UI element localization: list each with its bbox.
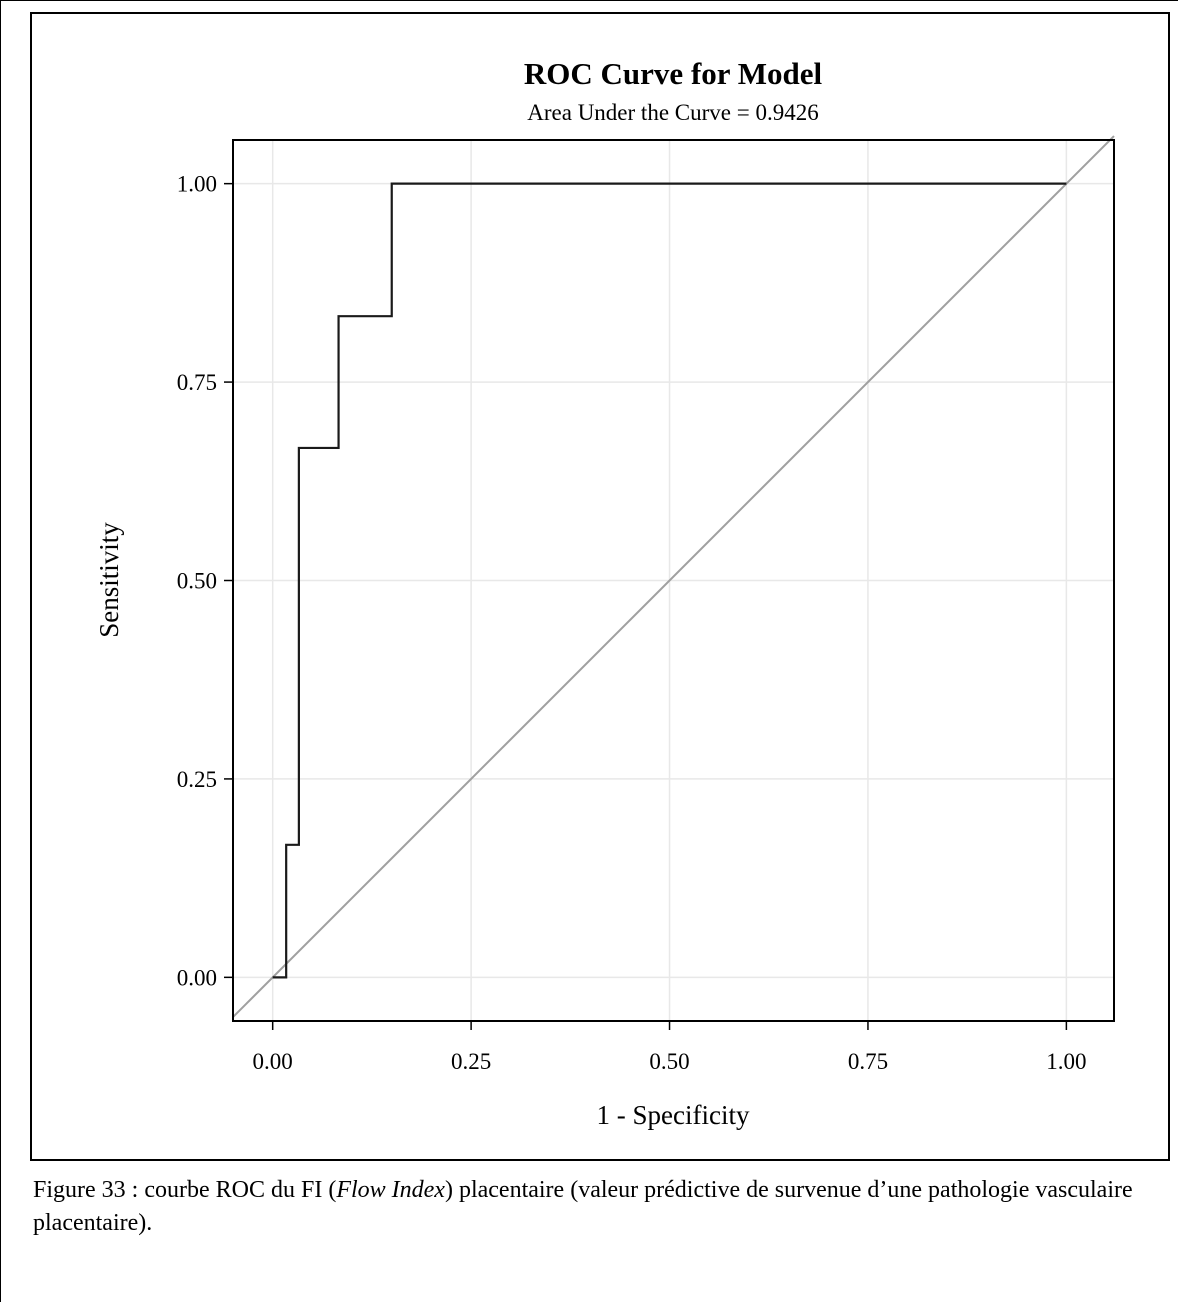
grid-layer: [233, 140, 1114, 1021]
figure-frame: [30, 12, 1170, 1161]
caption-italic: Flow Index: [336, 1177, 445, 1203]
x-axis-label: 1 - Specificity: [597, 1100, 750, 1130]
reference-diagonal-line: [232, 135, 1115, 1018]
x-tick-label: 1.00: [1046, 1049, 1086, 1074]
caption-suffix: ) placentaire (valeur prédictive de surv…: [33, 1177, 1133, 1236]
caption-prefix: Figure 33 : courbe ROC du FI (: [33, 1177, 337, 1203]
reference-line-layer: [232, 135, 1115, 1018]
x-tick-label: 0.50: [649, 1049, 689, 1074]
x-tick-label: 0.75: [848, 1049, 888, 1074]
x-tick-label: 0.25: [451, 1049, 491, 1074]
y-axis-label: Sensitivity: [94, 522, 124, 638]
page-top-border: [0, 0, 1178, 1]
chart-title: ROC Curve for Model: [524, 56, 823, 91]
roc-chart: 0.00 0.25 0.50 0.75 1.00 0.00 0.25 0.50 0.75 1.0…: [94, 56, 1115, 1130]
y-tick-label: 0.50: [177, 569, 217, 594]
x-tick-label: 0.00: [253, 1049, 293, 1074]
y-tick-label: 1.00: [177, 172, 217, 197]
y-tick-label: 0.00: [177, 965, 217, 990]
figure-caption: Figure 33 : courbe ROC du FI (Flow Index…: [33, 1174, 1153, 1240]
roc-curve-layer: [272, 182, 1067, 979]
roc-curve-line: [272, 182, 1067, 979]
page-left-border: [0, 0, 1, 1302]
y-tick-label: 0.75: [177, 370, 217, 395]
chart-subtitle: Area Under the Curve = 0.9426: [527, 100, 818, 125]
x-ticks: 0.00 0.25 0.50 0.75 1.00: [253, 1021, 1087, 1074]
y-tick-label: 0.25: [177, 767, 217, 792]
y-ticks: 0.00 0.25 0.50 0.75 1.00: [177, 172, 233, 990]
